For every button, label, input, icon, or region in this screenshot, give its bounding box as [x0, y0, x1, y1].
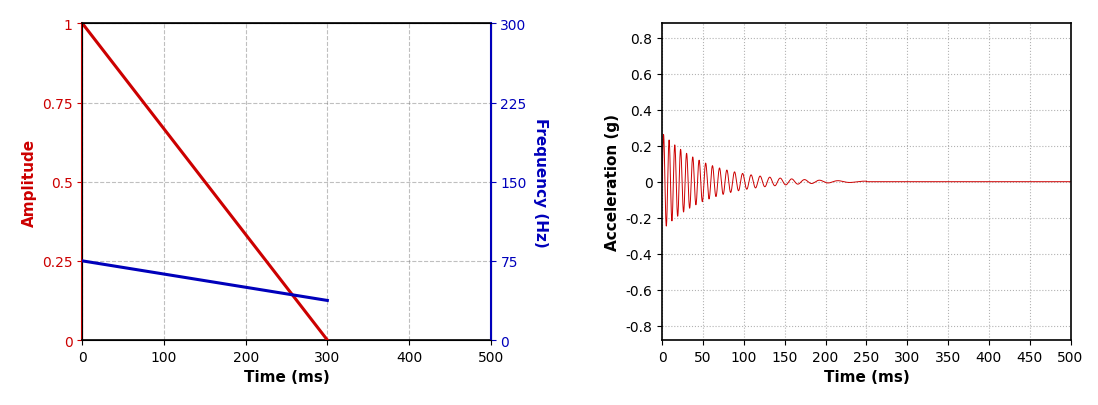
X-axis label: Time (ms): Time (ms)	[824, 369, 909, 384]
Y-axis label: Frequency (Hz): Frequency (Hz)	[533, 117, 548, 247]
X-axis label: Time (ms): Time (ms)	[244, 369, 329, 384]
Y-axis label: Amplitude: Amplitude	[22, 138, 36, 226]
Y-axis label: Acceleration (g): Acceleration (g)	[605, 114, 620, 251]
